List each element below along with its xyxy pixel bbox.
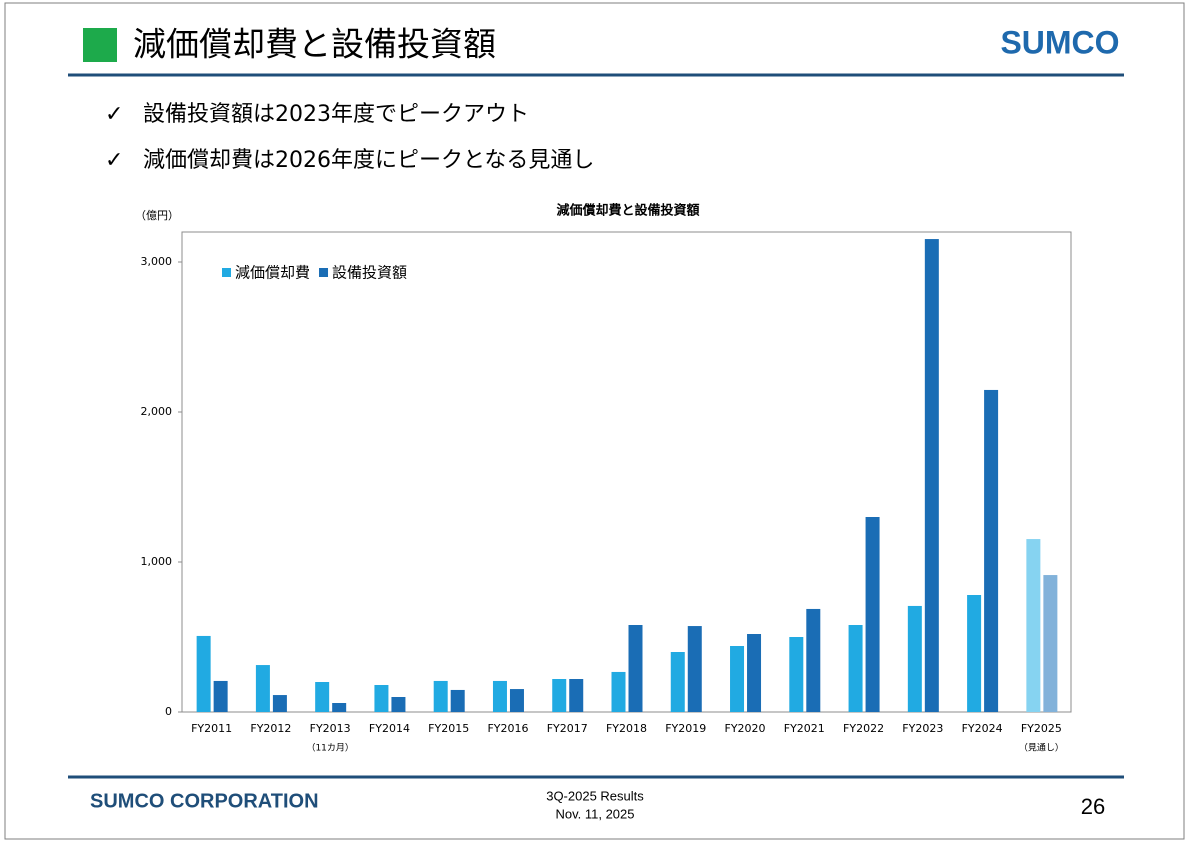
bar xyxy=(315,682,330,712)
bar xyxy=(730,646,745,712)
footer-event: 3Q-2025 Results xyxy=(546,788,644,803)
plot-area xyxy=(181,231,1072,713)
x-tick-note: （11カ月） xyxy=(306,743,353,754)
bar xyxy=(255,665,270,712)
x-tick-label: FY2013 xyxy=(310,722,351,735)
bar xyxy=(1043,575,1058,712)
check: ✓ xyxy=(105,102,123,127)
legend-label: 減価償却費 xyxy=(235,264,310,282)
bar xyxy=(628,625,643,712)
bar xyxy=(391,697,406,712)
x-tick-label: FY2024 xyxy=(962,722,1003,735)
x-tick-label: FY2023 xyxy=(902,722,943,735)
bar xyxy=(374,685,389,712)
x-tick-label: FY2025 xyxy=(1021,722,1062,735)
y-axis-label: （億円） xyxy=(135,209,179,222)
x-tick-label: FY2014 xyxy=(369,722,410,735)
bar xyxy=(433,680,448,712)
bar xyxy=(865,517,880,712)
bar xyxy=(924,239,939,713)
footer-date: Nov. 11, 2025 xyxy=(555,806,634,821)
logo: SUMCO xyxy=(1000,24,1119,60)
bar xyxy=(509,689,524,712)
bar xyxy=(332,703,347,712)
footer-company: SUMCO CORPORATION xyxy=(90,790,319,812)
bar xyxy=(687,626,702,712)
bar xyxy=(450,689,465,712)
y-tick-label: 2,000 xyxy=(141,405,173,418)
bar xyxy=(806,608,821,712)
y-tick-label: 1,000 xyxy=(141,555,173,568)
bar xyxy=(984,389,999,712)
y-tick-label: 0 xyxy=(165,705,172,718)
x-tick-note: （見通し） xyxy=(1019,743,1064,754)
bullet: 減価償却費は2026年度にピークとなる見通し xyxy=(143,148,594,173)
y-tick-label: 3,000 xyxy=(141,255,173,268)
x-tick-label: FY2019 xyxy=(665,722,706,735)
page-title: 減価償却費と設備投資額 xyxy=(133,25,496,64)
title-marker xyxy=(83,28,117,62)
x-tick-label: FY2015 xyxy=(428,722,469,735)
x-tick-label: FY2011 xyxy=(191,722,232,735)
page-number: 26 xyxy=(1081,794,1105,819)
legend-swatch xyxy=(222,268,231,277)
chart-title: 減価償却費と設備投資額 xyxy=(556,203,699,219)
bar xyxy=(492,680,507,712)
bar xyxy=(789,637,804,712)
bar xyxy=(848,625,863,712)
x-tick-label: FY2022 xyxy=(843,722,884,735)
bar xyxy=(907,605,922,712)
legend-swatch xyxy=(319,268,329,277)
bar xyxy=(569,679,584,712)
bar xyxy=(611,671,626,712)
x-tick-label: FY2021 xyxy=(784,722,825,735)
chart: 減価償却費と設備投資額 （億円） 0 1,000 2,000 3,000 FY2011 F… xyxy=(135,203,1072,754)
bar xyxy=(1026,539,1041,712)
x-tick-label: FY2020 xyxy=(725,722,766,735)
x-tick-label: FY2012 xyxy=(250,722,291,735)
bar xyxy=(747,634,762,712)
bullet: 設備投資額は2023年度でピークアウト xyxy=(143,102,529,127)
bar xyxy=(670,652,685,712)
bar xyxy=(967,595,982,712)
check: ✓ xyxy=(105,148,123,173)
bar xyxy=(213,680,228,712)
bar xyxy=(196,635,211,712)
bar xyxy=(272,695,287,712)
slide-border xyxy=(4,2,1185,840)
legend-label: 設備投資額 xyxy=(332,264,407,282)
x-tick-label: FY2016 xyxy=(487,722,528,735)
x-tick-label: FY2018 xyxy=(606,722,647,735)
bar xyxy=(552,679,567,712)
x-tick-label: FY2017 xyxy=(547,722,588,735)
